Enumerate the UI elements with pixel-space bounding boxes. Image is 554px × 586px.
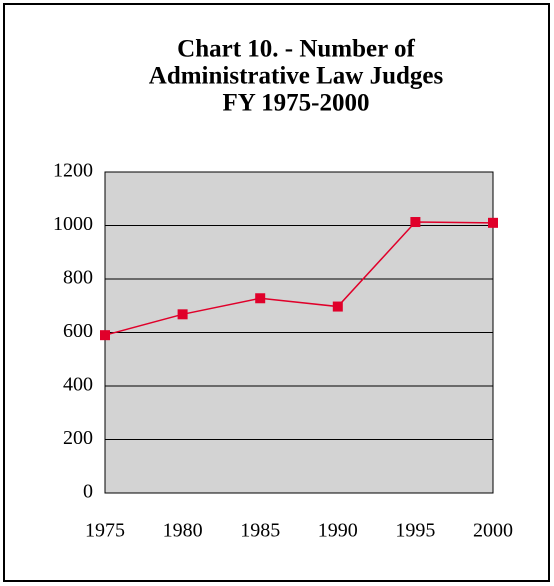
- data-point: [332, 301, 343, 312]
- y-tick-label: 600: [63, 320, 93, 342]
- x-tick-label: 1990: [318, 520, 358, 542]
- data-line: [104, 221, 494, 336]
- data-point: [488, 217, 498, 228]
- y-tick-label: 1200: [53, 160, 93, 182]
- chart-title: Administrative Law Judges: [149, 63, 444, 90]
- y-tick-label: 0: [83, 481, 93, 503]
- y-tick-label: 400: [63, 374, 93, 396]
- data-point: [255, 293, 266, 304]
- x-tick-label: 1985: [240, 520, 280, 542]
- y-tick-label: 1000: [53, 213, 93, 235]
- chart-title: Chart 10. - Number of: [177, 36, 415, 63]
- data-point: [177, 309, 188, 320]
- y-tick-label: 200: [63, 427, 93, 449]
- chart-title: FY 1975-2000: [223, 90, 370, 117]
- data-point: [410, 217, 421, 228]
- x-tick-label: 2000: [473, 520, 513, 542]
- data-point: [100, 330, 110, 341]
- x-tick-label: 1995: [395, 520, 435, 542]
- x-tick-label: 1975: [85, 520, 125, 542]
- y-tick-label: 800: [63, 267, 93, 289]
- x-tick-label: 1980: [163, 520, 203, 542]
